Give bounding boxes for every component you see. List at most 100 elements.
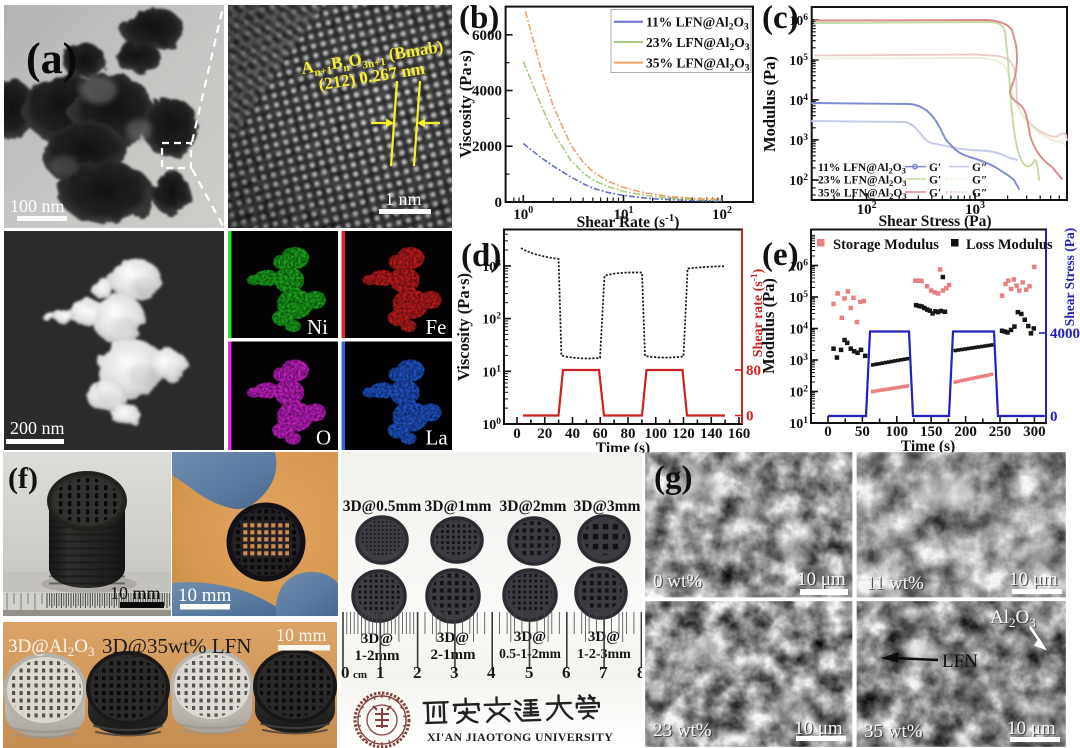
svg-text:Ni: Ni [307,315,328,339]
svg-text:3D@2mm: 3D@2mm [500,498,567,515]
svg-text:10 μm: 10 μm [794,718,843,739]
svg-text:LFN: LFN [942,651,978,672]
svg-text:140: 140 [700,426,723,442]
svg-text:102: 102 [789,173,808,189]
svg-text:11 wt%: 11 wt% [867,574,925,595]
svg-text:23 wt%: 23 wt% [654,721,713,742]
svg-text:2-1mm: 2-1mm [431,647,476,663]
svg-text:(c): (c) [762,0,799,36]
svg-text:100: 100 [513,205,533,223]
svg-text:23 wt%: 23 wt% [653,720,712,741]
svg-text:0: 0 [495,195,503,211]
svg-text:103: 103 [789,133,808,149]
svg-text:102: 102 [857,200,877,218]
svg-text:0: 0 [341,663,350,682]
svg-text:23% LFN@Al2O3: 23% LFN@Al2O3 [646,35,750,53]
svg-text:2000: 2000 [472,139,502,155]
svg-text:101: 101 [789,416,808,432]
svg-text:200 nm: 200 nm [10,418,65,438]
svg-text:3D@0.5mm: 3D@0.5mm [343,498,422,515]
svg-text:Storage Modulus: Storage Modulus [833,237,939,253]
svg-text:10 μm: 10 μm [797,569,846,590]
svg-text:10 μm: 10 μm [795,719,844,740]
svg-text:102: 102 [712,205,732,223]
svg-text:10 μm: 10 μm [1008,719,1057,740]
svg-text:101: 101 [482,364,501,380]
svg-text:4: 4 [487,663,496,682]
svg-text:Shear rate (s-1): Shear rate (s-1) [750,268,766,357]
svg-text:4000: 4000 [1050,326,1080,342]
svg-text:2: 2 [413,663,422,682]
svg-text:3D@: 3D@ [437,630,469,646]
svg-text:0: 0 [824,424,832,440]
svg-text:10 mm: 10 mm [178,585,232,606]
svg-text:3D@1mm: 3D@1mm [425,498,492,515]
svg-text:120: 120 [672,426,695,442]
svg-text:100: 100 [482,417,501,433]
svg-text:35% LFN@Al2O3: 35% LFN@Al2O3 [646,56,750,74]
svg-text:80: 80 [746,363,761,379]
svg-text:60: 60 [593,426,608,442]
svg-text:105: 105 [789,53,808,69]
svg-text:102: 102 [482,312,501,328]
svg-text:100 nm: 100 nm [10,196,65,216]
svg-text:(d): (d) [461,238,501,274]
svg-text:Shear Stress (Pa): Shear Stress (Pa) [878,213,991,230]
svg-text:106: 106 [789,259,808,275]
svg-text:10 μm: 10 μm [1009,569,1058,590]
svg-text:3D@Al2O3: 3D@Al2O3 [8,636,94,659]
svg-text:0: 0 [513,426,521,442]
svg-text:XI'AN JIAOTONG UNIVERSITY: XI'AN JIAOTONG UNIVERSITY [427,730,613,744]
svg-text:(f): (f) [8,462,38,495]
svg-text:7: 7 [599,663,608,682]
svg-text:3D@35wt% LFN: 3D@35wt% LFN [102,634,251,658]
svg-text:La: La [426,426,449,450]
svg-text:0: 0 [1050,409,1058,425]
svg-text:Fe: Fe [426,315,447,339]
svg-text:40: 40 [565,426,580,442]
svg-text:Viscosity (Pa·s): Viscosity (Pa·s) [456,50,475,158]
svg-text:(a): (a) [26,34,77,83]
svg-text:0 wt%: 0 wt% [653,571,702,592]
svg-text:Shear Rate (s-1): Shear Rate (s-1) [577,212,680,231]
svg-text:(g): (g) [654,460,692,496]
svg-text:cm: cm [353,669,367,681]
svg-text:20: 20 [537,426,552,442]
svg-text:35 wt%: 35 wt% [864,721,923,742]
svg-text:106: 106 [789,13,808,29]
svg-text:102: 102 [789,385,808,401]
svg-text:35 wt%: 35 wt% [865,722,924,743]
svg-text:100: 100 [645,426,668,442]
svg-text:200: 200 [954,424,977,440]
svg-text:104: 104 [789,322,808,338]
svg-text:100: 100 [886,424,909,440]
svg-text:G″: G″ [972,175,987,187]
svg-text:23% LFN@Al2O3: 23% LFN@Al2O3 [818,175,907,189]
svg-text:80: 80 [621,426,636,442]
svg-text:50: 50 [855,424,870,440]
svg-text:6: 6 [562,663,571,682]
svg-text:35% LFN@Al2O3: 35% LFN@Al2O3 [818,188,907,202]
svg-text:4000: 4000 [472,84,502,100]
svg-text:6000: 6000 [472,28,502,44]
svg-text:10 mm: 10 mm [110,583,161,603]
svg-text:11% LFN@Al2O3: 11% LFN@Al2O3 [818,162,906,176]
svg-text:0 wt%: 0 wt% [654,572,703,593]
svg-text:150: 150 [920,424,943,440]
svg-text:Shear Stress (Pa): Shear Stress (Pa) [1062,228,1077,327]
svg-text:3: 3 [450,663,459,682]
svg-text:O: O [316,426,331,450]
svg-text:G″: G″ [972,188,987,200]
svg-text:104: 104 [789,93,808,109]
svg-text:10 μm: 10 μm [1010,570,1059,591]
svg-text:(b): (b) [459,0,499,36]
svg-text:160: 160 [728,426,751,442]
svg-text:Modulus (Pa): Modulus (Pa) [760,278,778,374]
svg-text:10 μm: 10 μm [1007,718,1056,739]
svg-text:Time (s): Time (s) [901,438,955,455]
svg-text:G′: G′ [929,188,941,200]
svg-text:Loss Modulus: Loss Modulus [966,237,1053,253]
svg-text:8: 8 [637,663,642,682]
svg-text:105: 105 [789,290,808,306]
svg-text:1: 1 [376,663,385,682]
